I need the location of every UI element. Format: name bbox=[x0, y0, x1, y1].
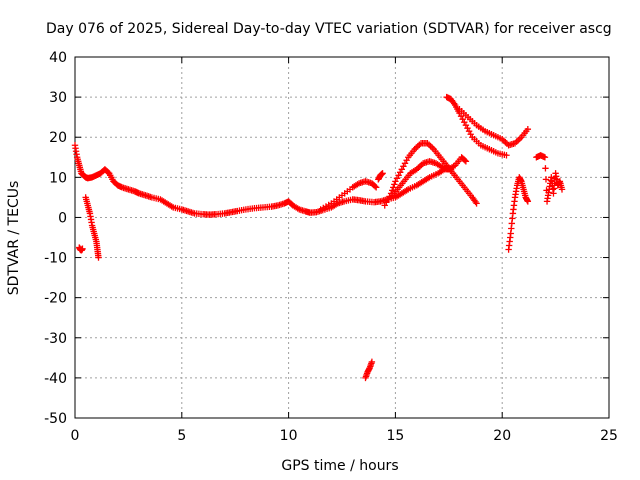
data-point bbox=[372, 184, 380, 191]
y-tick-label: -30 bbox=[44, 331, 67, 347]
x-tick-label: 15 bbox=[386, 428, 404, 444]
y-tick-label: -10 bbox=[44, 251, 67, 267]
data-point bbox=[391, 181, 398, 188]
data-point bbox=[368, 358, 376, 366]
data-points bbox=[71, 93, 566, 382]
y-tick-label: 20 bbox=[49, 130, 67, 146]
data-point bbox=[390, 184, 397, 191]
data-point bbox=[462, 158, 470, 165]
data-point bbox=[524, 126, 532, 133]
data-point bbox=[79, 245, 86, 252]
chart-title: Day 076 of 2025, Sidereal Day-to-day VTE… bbox=[46, 21, 612, 37]
series-outlier-low bbox=[362, 358, 376, 382]
y-tick-label: 40 bbox=[49, 50, 67, 66]
series-main-band bbox=[71, 142, 455, 218]
data-point bbox=[503, 152, 510, 159]
grid bbox=[75, 57, 609, 418]
data-point bbox=[371, 183, 379, 190]
x-tick-label: 10 bbox=[280, 428, 298, 444]
data-point bbox=[379, 170, 386, 177]
y-tick-label: -20 bbox=[44, 291, 67, 307]
x-tick-label: 5 bbox=[177, 428, 186, 444]
y-axis-label: SDTVAR / TECUs bbox=[6, 181, 22, 296]
series-late-cluster bbox=[533, 152, 566, 205]
plot-frame bbox=[74, 56, 610, 419]
y-tick-label: -40 bbox=[44, 371, 67, 387]
data-point bbox=[542, 165, 549, 172]
series-upper-track bbox=[456, 105, 532, 149]
y-tick-label: -50 bbox=[44, 411, 67, 427]
series-late-dip bbox=[505, 174, 532, 253]
series-outlier-14 bbox=[375, 170, 386, 183]
axis-ticks: 0 5 10 15 20 25 -50 -40 -30 -20 -10 0 10 20 30 40 bbox=[44, 50, 618, 444]
y-tick-label: 30 bbox=[49, 90, 67, 106]
data-point bbox=[541, 154, 549, 161]
data-point bbox=[524, 198, 532, 205]
x-tick-label: 25 bbox=[600, 428, 618, 444]
y-tick-label: 10 bbox=[49, 170, 67, 186]
series-mid-hump bbox=[317, 178, 380, 213]
series-early-dip bbox=[82, 194, 102, 261]
data-point bbox=[95, 254, 102, 261]
y-tick-label: 0 bbox=[58, 210, 67, 226]
data-point bbox=[558, 186, 566, 193]
series-early-short bbox=[76, 244, 86, 254]
series-rise-b bbox=[387, 154, 470, 201]
data-point bbox=[473, 200, 480, 207]
data-point bbox=[461, 157, 469, 164]
data-point bbox=[542, 176, 550, 183]
x-tick-label: 20 bbox=[493, 428, 511, 444]
x-tick-label: 0 bbox=[71, 428, 80, 444]
x-axis-label: GPS time / hours bbox=[281, 458, 398, 474]
